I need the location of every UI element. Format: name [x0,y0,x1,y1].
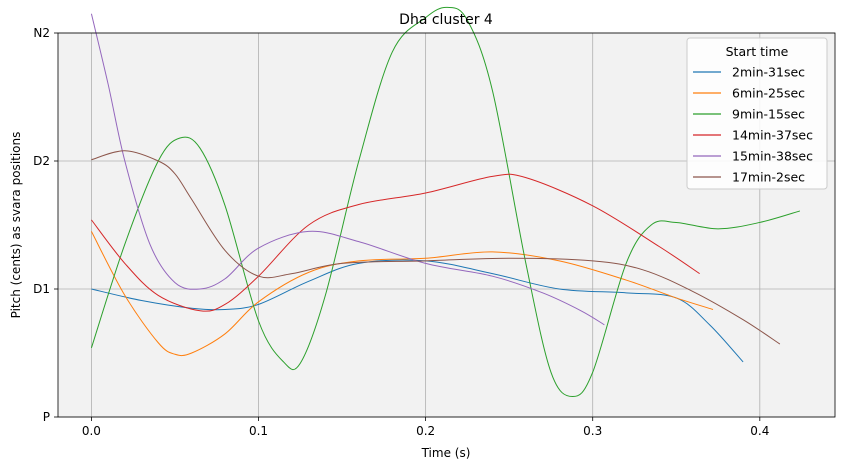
legend-entry-label: 17min-2sec [732,170,805,185]
x-axis-label: Time (s) [421,446,471,460]
legend-entry-label: 15min-38sec [732,149,813,164]
y-axis-label: Pitch (cents) as svara positions [9,132,23,319]
y-tick-label: N2 [33,26,50,40]
x-tick-label: 0.1 [249,424,268,438]
y-tick-label: D2 [33,154,50,168]
y-tick-label: D1 [33,282,50,296]
chart-title: Dha cluster 4 [399,12,493,28]
series-line-9min-15sec [90,6,801,398]
plot-frame [57,32,836,418]
series-line-14min-37sec [91,173,700,312]
series-line-15min-38sec [90,13,605,326]
legend-entry-label: 9min-15sec [732,107,805,122]
axis-ticks: 0.0 0.1 0.2 0.3 0.4 P D1 D2 N2 [33,26,769,438]
x-tick-label: 0.0 [82,424,101,438]
series-lines [90,6,801,398]
x-tick-label: 0.2 [416,424,435,438]
series-line-17min-2sec [91,150,781,345]
legend-title: Start time [726,44,789,59]
x-tick-label: 0.3 [583,424,602,438]
legend-entry-label: 2min-31sec [732,65,805,80]
legend: Start time 2min-31sec 6min-25sec 9min-15se… [686,37,828,190]
x-tick-label: 0.4 [750,424,769,438]
series-line-6min-25sec [90,231,714,357]
y-tick-label: P [43,410,50,424]
legend-entry-label: 14min-37sec [732,128,813,143]
legend-entry-label: 6min-25sec [732,86,805,101]
legend-box [686,37,828,190]
